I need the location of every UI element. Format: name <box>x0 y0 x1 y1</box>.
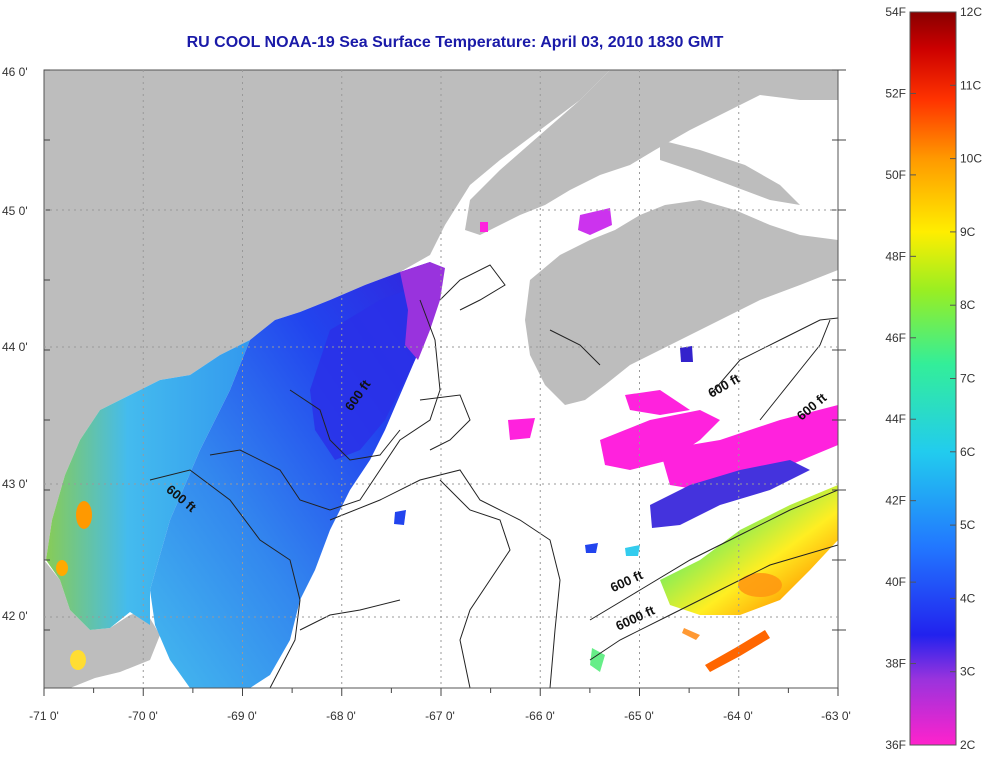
sst-magenta-patch <box>660 405 838 490</box>
sst-warm-spot <box>738 573 782 597</box>
lat-label: 45 0' <box>2 204 28 218</box>
sst-green-spot <box>590 648 605 672</box>
colorbar-f-label: 40F <box>885 575 906 589</box>
colorbar-c-label: 4C <box>960 591 976 605</box>
sst-blue-patch <box>680 346 693 362</box>
sst-coastal-band <box>46 340 250 630</box>
lat-label: 43 0' <box>2 477 28 491</box>
lon-label: -65 0' <box>624 709 654 723</box>
colorbar-fahrenheit-labels: 54F 52F 50F 48F 46F 44F 42F 40F 38F 36F <box>885 5 906 752</box>
sst-purple-band <box>650 460 810 528</box>
lat-label: 42 0' <box>2 609 28 623</box>
colorbar-c-label: 8C <box>960 298 976 312</box>
lon-label: -70 0' <box>128 709 158 723</box>
colorbar-c-label: 7C <box>960 372 976 386</box>
colorbar-c-label: 6C <box>960 445 976 459</box>
colorbar-f-label: 36F <box>885 738 906 752</box>
sst-magenta-patch <box>625 390 690 415</box>
sst-magenta-patch <box>480 222 488 232</box>
lon-label: -68 0' <box>326 709 356 723</box>
colorbar-c-label: 11C <box>960 78 981 92</box>
colorbar-f-label: 50F <box>885 168 906 182</box>
lon-label: -66 0' <box>525 709 555 723</box>
sst-warm-spot <box>76 501 92 529</box>
sst-magenta-patch <box>578 208 612 235</box>
sst-warm-spot <box>70 650 86 670</box>
colorbar-f-label: 46F <box>885 331 906 345</box>
map-ticks <box>43 69 846 696</box>
colorbar-c-label: 5C <box>960 518 976 532</box>
colorbar-f-label: 48F <box>885 249 906 263</box>
map-area <box>44 70 838 688</box>
sst-warm-band <box>660 485 838 615</box>
colorbar-c-label: 2C <box>960 738 976 752</box>
colorbar-celsius-labels: 12C 11C 10C 9C 8C 7C 6C 5C 4C 3C 2C <box>960 5 982 752</box>
sst-purple-tip <box>400 262 445 360</box>
sst-warm-spot <box>56 560 68 576</box>
lon-label: -64 0' <box>723 709 753 723</box>
sst-magenta-patch <box>508 418 535 440</box>
lon-label: -67 0' <box>425 709 455 723</box>
sst-warm-streak <box>705 630 770 672</box>
colorbar-c-label: 3C <box>960 665 976 679</box>
lat-label: 44 0' <box>2 340 28 354</box>
map-gridlines <box>44 70 838 688</box>
colorbar-f-label: 54F <box>885 5 906 19</box>
sst-cyan-spot <box>625 545 640 556</box>
colorbar-c-label: 12C <box>960 5 982 19</box>
longitude-axis-labels: -71 0' -70 0' -69 0' -68 0' -67 0' -66 0… <box>29 709 851 723</box>
sst-blue-spot <box>585 543 598 553</box>
lat-label: 46 0' <box>2 65 28 79</box>
colorbar-gradient <box>909 11 957 746</box>
sst-blue-spot <box>394 510 406 525</box>
sst-magenta-patch <box>600 410 720 470</box>
land-new-england <box>44 70 610 560</box>
lon-label: -63 0' <box>821 709 851 723</box>
lon-label: -71 0' <box>29 709 59 723</box>
temperature-colorbar: 54F 52F 50F 48F 46F 44F 42F 40F 38F 36F 12C 11C 10C… <box>885 5 982 752</box>
colorbar-f-label: 52F <box>885 86 906 100</box>
bathymetry-contours <box>149 264 838 688</box>
latitude-axis-labels: 46 0' 45 0' 44 0' 43 0' 42 0' <box>2 65 28 623</box>
colorbar-ticks <box>910 11 956 746</box>
colorbar-c-label: 10C <box>960 152 982 166</box>
sst-warm-streak <box>682 628 700 640</box>
colorbar-f-label: 38F <box>885 657 906 671</box>
lon-label: -69 0' <box>227 709 257 723</box>
map-title: RU COOL NOAA-19 Sea Surface Temperature:… <box>186 34 724 51</box>
land-new-brunswick <box>465 70 838 235</box>
land-pei <box>660 140 800 205</box>
colorbar-f-label: 42F <box>885 494 906 508</box>
land-nova-scotia <box>525 200 838 405</box>
colorbar-f-label: 44F <box>885 412 906 426</box>
colorbar-c-label: 9C <box>960 225 976 239</box>
